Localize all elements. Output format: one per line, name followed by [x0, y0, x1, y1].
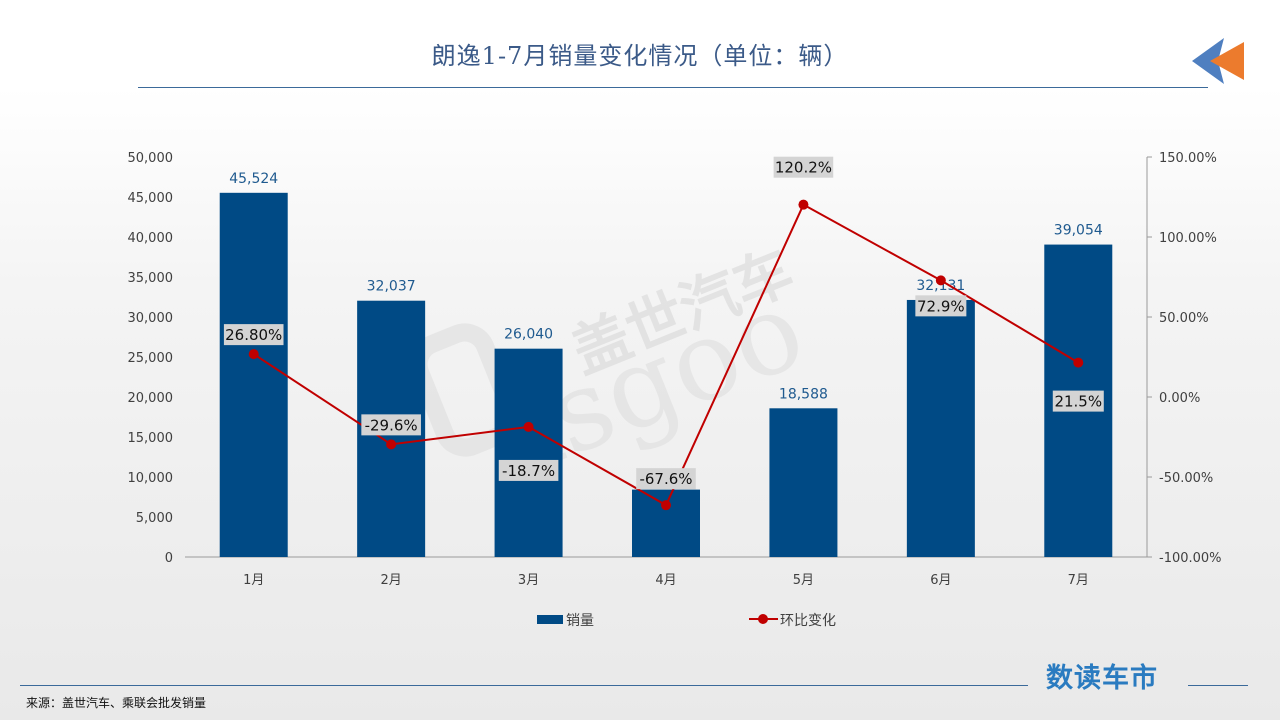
- line-value-label: 72.9%: [917, 297, 965, 315]
- left-axis-tick-label: 10,000: [128, 471, 174, 486]
- x-axis-tick-label: 3月: [518, 573, 539, 588]
- line-value-label: -67.6%: [639, 470, 692, 488]
- bar: [769, 408, 838, 557]
- right-axis-tick-label: 150.00%: [1159, 151, 1217, 166]
- line-label-box: [636, 468, 696, 490]
- line-label-box: [1052, 390, 1104, 412]
- left-axis-tick-label: 15,000: [128, 431, 174, 446]
- line-point: [523, 421, 534, 432]
- line-value-label: -29.6%: [365, 416, 418, 434]
- bar: [494, 348, 563, 557]
- left-axis-tick-label: 35,000: [128, 271, 174, 286]
- right-axis-tick-label: -100.00%: [1159, 551, 1222, 566]
- bar-value-label: 18,588: [779, 386, 828, 402]
- line-value-label: 120.2%: [775, 159, 832, 177]
- line-label-box: [223, 324, 284, 346]
- x-axis-tick-label: 1月: [243, 573, 264, 588]
- bar-value-label: 45,524: [229, 171, 278, 187]
- left-axis-tick-label: 40,000: [128, 231, 174, 246]
- title-divider: [138, 87, 1208, 88]
- left-axis-tick-label: 45,000: [128, 191, 174, 206]
- line-point: [798, 199, 809, 210]
- brand-logo: 数读车市: [1046, 663, 1158, 694]
- line-label-box: [773, 156, 834, 178]
- line-label-box: [361, 414, 421, 436]
- bar-value-label: 32,131: [916, 278, 965, 294]
- left-axis-tick-label: 5,000: [136, 511, 173, 526]
- footer-divider: [20, 685, 1028, 686]
- page-title: 朗逸1-7月销量变化情况（单位：辆）: [431, 42, 849, 70]
- left-axis-tick-label: 25,000: [128, 351, 174, 366]
- right-axis-tick-label: 100.00%: [1159, 231, 1217, 246]
- x-axis-tick-label: 7月: [1068, 573, 1089, 588]
- legend-swatch-bar: [537, 615, 563, 624]
- bar: [219, 192, 288, 558]
- line-point: [1073, 357, 1084, 368]
- legend-label: 销量: [566, 613, 594, 629]
- bar-value-label: 39,054: [1054, 223, 1103, 239]
- line-point: [386, 439, 397, 450]
- right-axis-tick-label: 50.00%: [1159, 311, 1209, 326]
- bar-value-label: 26,040: [504, 327, 553, 343]
- line-label-box: [915, 295, 967, 317]
- line-point: [935, 275, 946, 286]
- bar: [632, 489, 700, 557]
- line-point: [661, 500, 671, 511]
- bar-value-label: 32,037: [367, 279, 416, 295]
- line-value-label: -18.7%: [502, 462, 555, 480]
- x-axis-tick-label: 4月: [655, 573, 676, 588]
- x-axis-tick-label: 5月: [793, 573, 814, 588]
- legend-label: 环比变化: [780, 613, 836, 629]
- line-label-box: [498, 459, 559, 481]
- legend-swatch-point: [758, 614, 768, 624]
- line-point: [248, 349, 259, 360]
- left-axis-tick-label: 0: [165, 551, 173, 566]
- right-axis-tick-label: 0.00%: [1159, 391, 1200, 406]
- x-axis-tick-label: 6月: [930, 573, 951, 588]
- x-axis-tick-label: 2月: [381, 573, 402, 588]
- line-value-label: 26.80%: [225, 326, 282, 344]
- bar: [906, 299, 975, 557]
- right-axis-tick-label: -50.00%: [1159, 471, 1213, 486]
- left-axis-tick-label: 20,000: [128, 391, 174, 406]
- left-axis-tick-label: 30,000: [128, 311, 174, 326]
- left-axis-tick-label: 50,000: [128, 151, 174, 166]
- source-note: 来源：盖世汽车、乘联会批发销量: [26, 696, 207, 710]
- line-value-label: 21.5%: [1054, 393, 1102, 411]
- arrow-logo-icon: [1192, 38, 1244, 84]
- footer-divider-right: [1188, 685, 1248, 686]
